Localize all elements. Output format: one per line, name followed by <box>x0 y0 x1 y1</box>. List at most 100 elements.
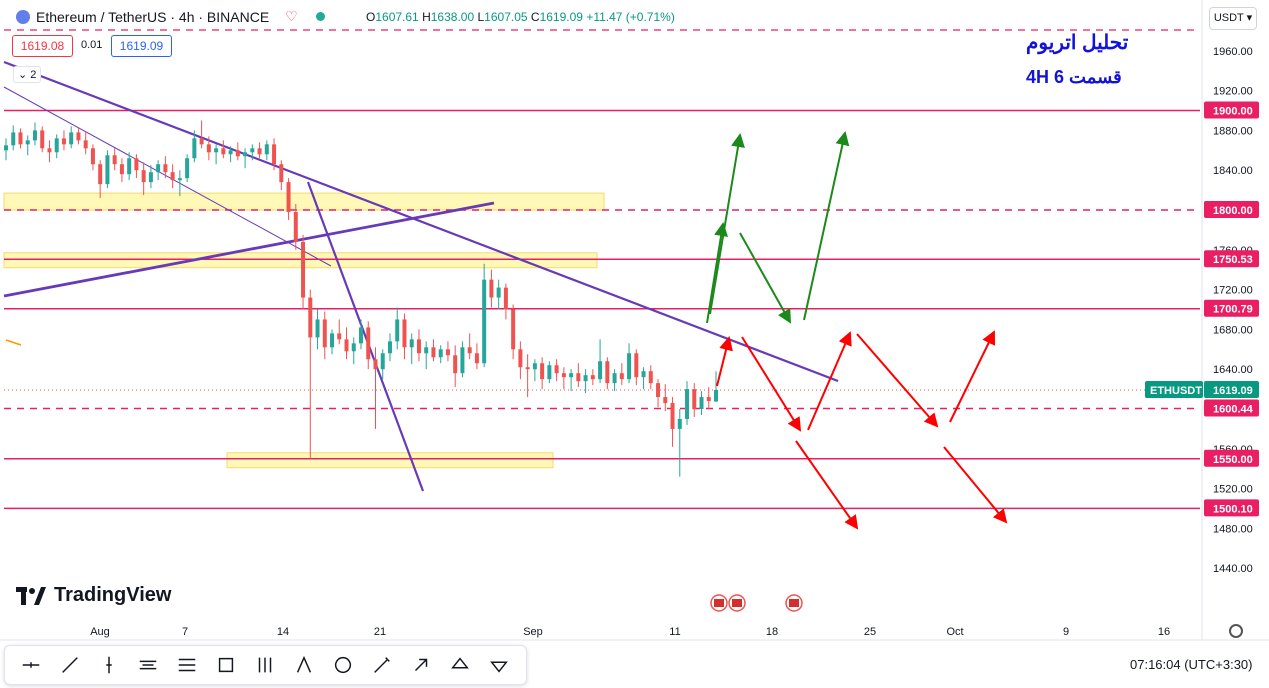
price-tick-label: 1920.00 <box>1213 86 1253 98</box>
price-tick-label: 1520.00 <box>1213 484 1253 496</box>
drawing-toolbar <box>4 645 527 685</box>
trend-line-icon[interactable] <box>50 650 89 680</box>
arrow-up-icon[interactable] <box>440 650 479 680</box>
price-label: 1900.00 <box>1213 106 1253 118</box>
candle-body <box>605 361 610 384</box>
currency-select[interactable]: USDT ▾ <box>1209 7 1257 30</box>
candle-body <box>308 297 313 338</box>
tradingview-logo[interactable]: TradingView <box>16 584 171 607</box>
candle-body <box>330 333 335 348</box>
open-value: 1607.61 <box>375 10 419 24</box>
candle-body <box>532 363 537 370</box>
candle-body <box>206 144 211 153</box>
fib-retracement-icon[interactable] <box>167 650 206 680</box>
candle-body <box>634 353 639 378</box>
symbol-title[interactable]: Ethereum / TetherUS · 4h · BINANCE <box>36 8 270 25</box>
scenario-arrow-red <box>856 333 939 428</box>
price-tick-label: 1440.00 <box>1213 563 1253 575</box>
candle-body <box>243 152 248 157</box>
candle-body <box>279 164 284 183</box>
gear-icon[interactable] <box>1229 624 1243 638</box>
candle-body <box>40 130 45 149</box>
price-tick-label: 1640.00 <box>1213 364 1253 376</box>
candle-body <box>641 371 646 378</box>
favorite-heart-icon[interactable]: ♡ <box>285 8 298 24</box>
us-flag-icon <box>714 599 724 607</box>
pitchfork-icon[interactable] <box>245 650 284 680</box>
candle-body <box>293 211 298 242</box>
time-tick-label: 18 <box>766 626 778 638</box>
candle-body <box>540 363 545 380</box>
candle-body <box>199 138 204 145</box>
candle-body <box>170 172 175 181</box>
spread-value: 0.01 <box>81 39 103 51</box>
us-flag-icon <box>732 599 742 607</box>
ohlc-values: O1607.61 H1638.00 L1607.05 C1619.09 +11.… <box>366 10 675 24</box>
arrow-icon[interactable] <box>401 650 440 680</box>
rectangle-icon[interactable] <box>206 650 245 680</box>
buy-button[interactable]: 1619.09 <box>111 35 172 57</box>
candle-body <box>32 130 37 141</box>
steep-trendline <box>306 181 425 492</box>
candle-body <box>561 373 566 378</box>
scenario-arrow-red <box>716 336 733 387</box>
candle-body <box>518 349 523 368</box>
candle-body <box>221 148 226 155</box>
candle-body <box>373 359 378 370</box>
triangle-icon[interactable] <box>284 650 323 680</box>
scenario-arrow-red <box>795 440 859 530</box>
candle-body <box>496 287 501 298</box>
candle-body <box>627 353 632 380</box>
candle-body <box>47 148 52 153</box>
candle-body <box>395 319 400 342</box>
candle-body <box>685 389 690 419</box>
horizontal-line-icon[interactable] <box>11 650 50 680</box>
candle-body <box>460 347 465 374</box>
tradingview-name: TradingView <box>54 584 172 606</box>
candle-body <box>474 353 479 364</box>
chevron-down-icon: ⌄ <box>18 69 28 81</box>
candle-body <box>228 150 233 155</box>
candle-body <box>525 367 530 370</box>
last-price-label: 1619.09 <box>1213 385 1253 397</box>
candle-body <box>156 164 161 173</box>
candle-body <box>656 383 661 398</box>
candle-body <box>54 138 59 153</box>
time-tick-label: 21 <box>374 626 386 638</box>
candle-body <box>677 418 682 429</box>
candle-body <box>489 279 494 298</box>
price-tick-label: 1480.00 <box>1213 523 1253 535</box>
candle-body <box>416 339 421 354</box>
support-zone <box>3 252 598 269</box>
candle-body <box>235 150 240 157</box>
scenario-arrow-red <box>943 446 1008 524</box>
price-tick-label: 1960.00 <box>1213 46 1253 58</box>
market-status-icon <box>315 12 325 21</box>
price-label: 1750.53 <box>1213 254 1253 266</box>
candle-body <box>127 158 132 175</box>
sell-button[interactable]: 1619.08 <box>12 35 73 57</box>
time-tick-label: Aug <box>90 626 110 638</box>
parallel-channel-icon[interactable] <box>128 650 167 680</box>
candle-body <box>25 140 30 145</box>
candle-body <box>554 365 559 374</box>
brush-icon[interactable] <box>362 650 401 680</box>
circle-icon[interactable] <box>323 650 362 680</box>
symbol-info[interactable]: Ethereum / TetherUS · 4h · BINANCE ♡ <box>16 8 325 25</box>
analysis-subtitle: 4H قسمت 6 <box>1026 67 1122 87</box>
arrow-down-icon[interactable] <box>479 650 518 680</box>
candle-body <box>438 349 443 358</box>
candle-body <box>322 319 327 348</box>
change-value: +11.47 (+0.71%) <box>586 10 675 24</box>
vertical-line-icon[interactable] <box>89 650 128 680</box>
descending-trendline <box>3 60 839 383</box>
candle-body <box>11 132 16 146</box>
price-label: 1800.00 <box>1213 205 1253 217</box>
indicators-toggle-button[interactable]: ⌄ 2 <box>13 66 42 83</box>
time-tick-label: Sep <box>523 626 543 638</box>
candle-body <box>648 371 653 384</box>
price-tick-label: 1880.00 <box>1213 125 1253 137</box>
price-label-box <box>1204 201 1259 218</box>
high-value: 1638.00 <box>430 10 475 24</box>
